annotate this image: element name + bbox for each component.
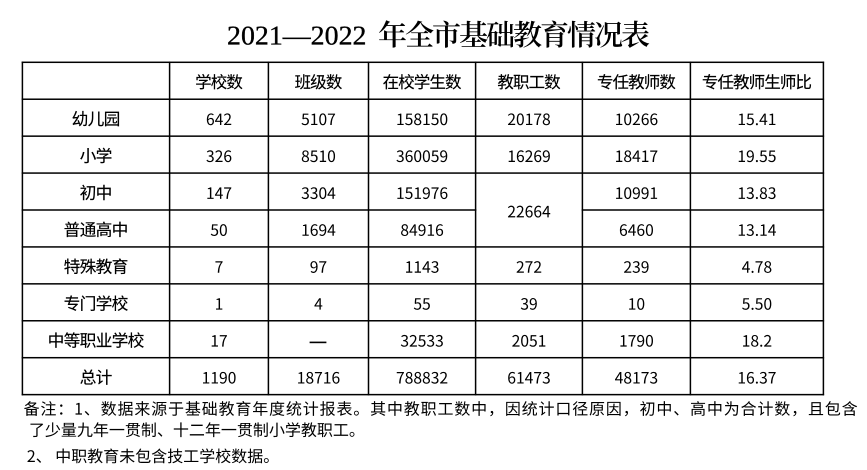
svg-text:2021—2022: 2021—2022 (227, 20, 366, 51)
